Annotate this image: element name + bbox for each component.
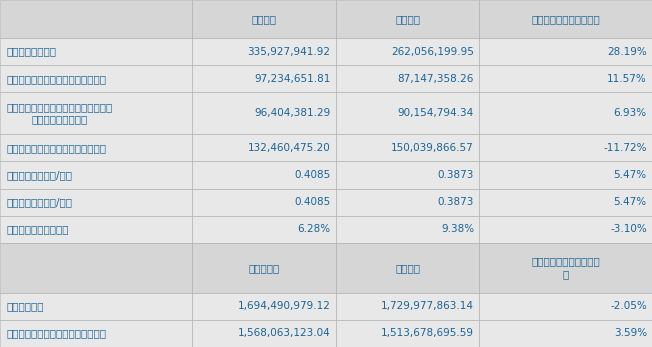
- Text: 0.3873: 0.3873: [437, 170, 474, 180]
- Bar: [0, 243, 192, 293]
- Text: 6.28%: 6.28%: [297, 224, 331, 234]
- Text: 1,694,490,979.12: 1,694,490,979.12: [238, 302, 331, 311]
- Bar: [192, 215, 336, 243]
- Text: 150,039,866.57: 150,039,866.57: [391, 143, 474, 153]
- Bar: [0, 92, 192, 134]
- Bar: [479, 134, 652, 161]
- Bar: [192, 243, 336, 293]
- Text: 0.3873: 0.3873: [437, 197, 474, 207]
- Text: 97,234,651.81: 97,234,651.81: [254, 74, 331, 84]
- Bar: [0, 320, 192, 347]
- Text: 上年同期: 上年同期: [395, 14, 420, 24]
- Text: 本报告期末比上年度末增
减: 本报告期末比上年度末增 减: [531, 256, 600, 279]
- Bar: [479, 92, 652, 134]
- Bar: [0, 161, 192, 188]
- Text: 11.57%: 11.57%: [607, 74, 647, 84]
- Text: 总资产（元）: 总资产（元）: [7, 302, 44, 311]
- Text: 132,460,475.20: 132,460,475.20: [248, 143, 331, 153]
- Text: 28.19%: 28.19%: [607, 46, 647, 57]
- Text: 归属于上市公司股东的扣除非经常性损
益后的净利润（元）: 归属于上市公司股东的扣除非经常性损 益后的净利润（元）: [7, 102, 113, 125]
- Text: 加权平均净资产收益率: 加权平均净资产收益率: [7, 224, 69, 234]
- Bar: [336, 38, 479, 65]
- Bar: [0, 65, 192, 92]
- Bar: [479, 161, 652, 188]
- Text: 经营活动产生的现金流量净额（元）: 经营活动产生的现金流量净额（元）: [7, 143, 106, 153]
- Bar: [0, 38, 192, 65]
- Text: 本报告期比上年同期增减: 本报告期比上年同期增减: [531, 14, 600, 24]
- Text: 5.47%: 5.47%: [614, 197, 647, 207]
- Bar: [0, 293, 192, 320]
- Text: 本报告期末: 本报告期末: [248, 263, 280, 273]
- Text: 上年度末: 上年度末: [395, 263, 420, 273]
- Text: 87,147,358.26: 87,147,358.26: [398, 74, 474, 84]
- Bar: [479, 215, 652, 243]
- Bar: [479, 320, 652, 347]
- Text: 基本每股收益（元/股）: 基本每股收益（元/股）: [7, 170, 72, 180]
- Bar: [0, 0, 192, 38]
- Text: -11.72%: -11.72%: [603, 143, 647, 153]
- Text: 6.93%: 6.93%: [614, 108, 647, 118]
- Bar: [336, 243, 479, 293]
- Bar: [192, 293, 336, 320]
- Bar: [336, 320, 479, 347]
- Bar: [192, 134, 336, 161]
- Bar: [336, 0, 479, 38]
- Text: 335,927,941.92: 335,927,941.92: [248, 46, 331, 57]
- Text: 9.38%: 9.38%: [441, 224, 474, 234]
- Bar: [336, 188, 479, 215]
- Bar: [479, 243, 652, 293]
- Text: 归属于上市公司股东的净资产（元）: 归属于上市公司股东的净资产（元）: [7, 329, 106, 338]
- Text: -3.10%: -3.10%: [610, 224, 647, 234]
- Bar: [0, 215, 192, 243]
- Bar: [192, 92, 336, 134]
- Text: 1,729,977,863.14: 1,729,977,863.14: [381, 302, 474, 311]
- Text: 1,513,678,695.59: 1,513,678,695.59: [381, 329, 474, 338]
- Bar: [336, 161, 479, 188]
- Bar: [479, 0, 652, 38]
- Bar: [192, 320, 336, 347]
- Bar: [336, 65, 479, 92]
- Bar: [336, 134, 479, 161]
- Bar: [192, 65, 336, 92]
- Bar: [192, 161, 336, 188]
- Text: 96,404,381.29: 96,404,381.29: [254, 108, 331, 118]
- Text: 归属于上市公司股东的净利润（元）: 归属于上市公司股东的净利润（元）: [7, 74, 106, 84]
- Text: 营业总收入（元）: 营业总收入（元）: [7, 46, 57, 57]
- Text: 0.4085: 0.4085: [294, 197, 331, 207]
- Text: 0.4085: 0.4085: [294, 170, 331, 180]
- Bar: [479, 65, 652, 92]
- Text: 90,154,794.34: 90,154,794.34: [398, 108, 474, 118]
- Text: -2.05%: -2.05%: [610, 302, 647, 311]
- Bar: [479, 188, 652, 215]
- Text: 262,056,199.95: 262,056,199.95: [391, 46, 474, 57]
- Bar: [0, 188, 192, 215]
- Text: 3.59%: 3.59%: [614, 329, 647, 338]
- Text: 5.47%: 5.47%: [614, 170, 647, 180]
- Bar: [336, 293, 479, 320]
- Bar: [479, 293, 652, 320]
- Bar: [0, 134, 192, 161]
- Text: 1,568,063,123.04: 1,568,063,123.04: [238, 329, 331, 338]
- Bar: [336, 215, 479, 243]
- Text: 本报告期: 本报告期: [252, 14, 276, 24]
- Bar: [192, 0, 336, 38]
- Bar: [479, 38, 652, 65]
- Bar: [192, 38, 336, 65]
- Text: 稺释每股收益（元/股）: 稺释每股收益（元/股）: [7, 197, 72, 207]
- Bar: [192, 188, 336, 215]
- Bar: [336, 92, 479, 134]
